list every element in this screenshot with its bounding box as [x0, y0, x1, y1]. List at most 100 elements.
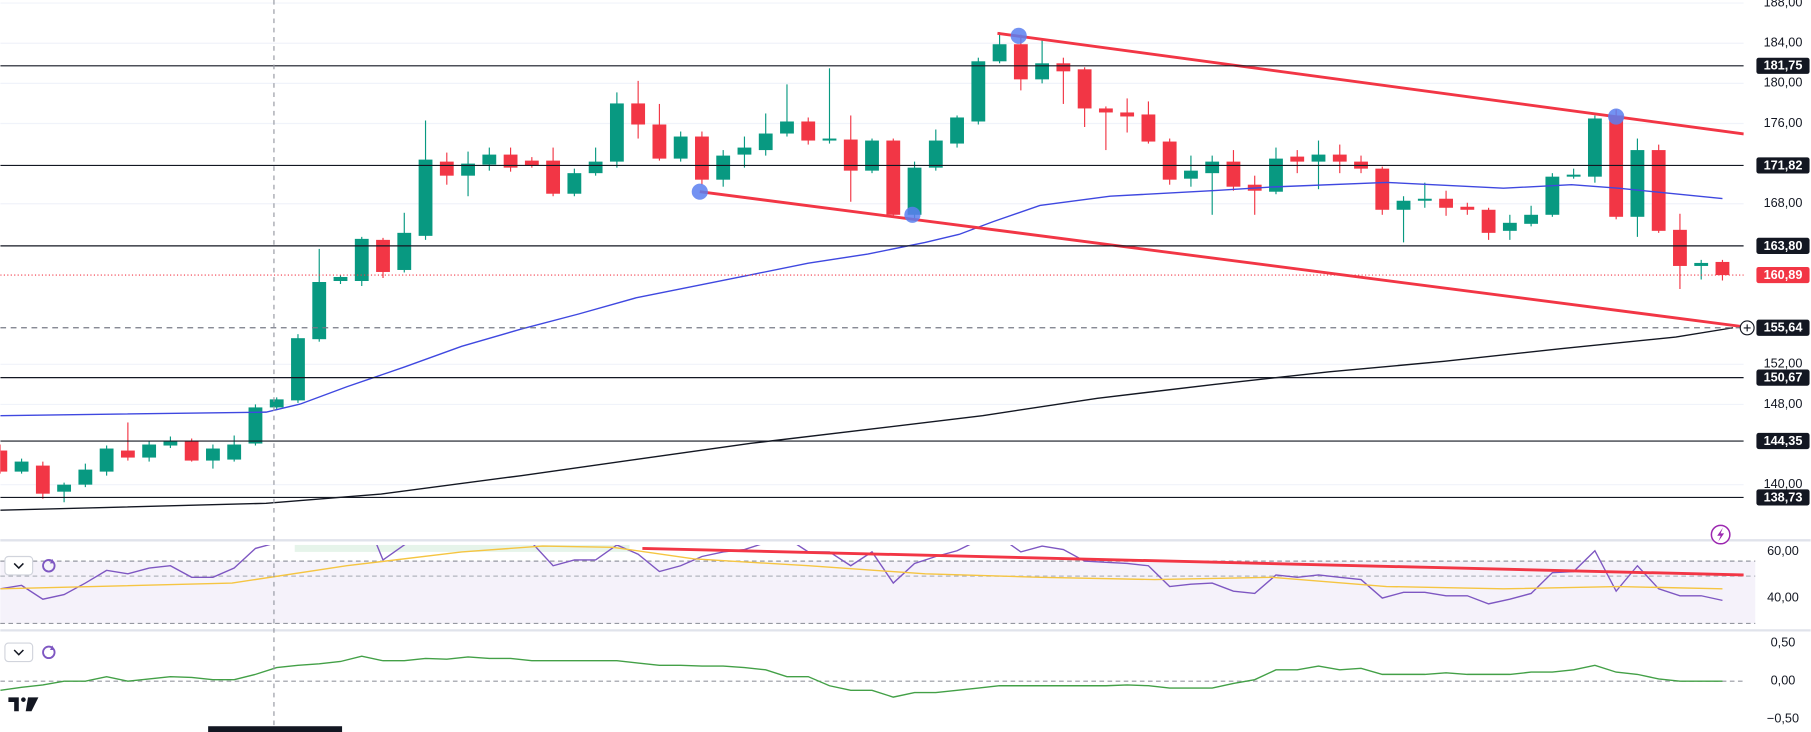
- candle-body: [737, 147, 752, 155]
- candle-body: [716, 155, 731, 180]
- rsi-pane: [0, 544, 1744, 605]
- level-label-box: [1756, 489, 1810, 506]
- candle-body: [971, 61, 986, 122]
- add-button[interactable]: [1739, 320, 1755, 336]
- rsi-band: [0, 561, 1756, 624]
- candle-body: [950, 117, 964, 144]
- candle-body: [1332, 154, 1347, 162]
- oscillator-pane: [0, 655, 1744, 698]
- candle-body: [673, 136, 688, 159]
- candle-body: [1524, 214, 1539, 224]
- alert-icon[interactable]: [1710, 524, 1731, 545]
- candle-body: [652, 124, 667, 159]
- candle-body: [227, 444, 242, 460]
- candle-body: [1375, 168, 1390, 210]
- price-pane: [0, 2, 1744, 511]
- candle-body: [1417, 198, 1432, 201]
- refresh-icon[interactable]: [42, 645, 56, 660]
- price-axis: 188,00 184,00 180,00 176,00 168,00 152,00 148,…: [1756, 0, 1810, 506]
- candle-body: [1460, 206, 1475, 210]
- y-tick-label: 180,00: [1764, 76, 1803, 90]
- candle-body: [503, 154, 518, 168]
- trend-line: [699, 190, 1744, 329]
- y-tick-label: 176,00: [1764, 116, 1803, 130]
- refresh-icon[interactable]: [42, 558, 56, 573]
- y-tick-label: 148,00: [1764, 397, 1803, 411]
- candle-body: [1290, 156, 1305, 162]
- series-line: [0, 545, 1723, 590]
- y-tick-label: 60,00: [1767, 544, 1799, 558]
- candle-body: [1013, 44, 1028, 80]
- candle-body: [99, 448, 114, 472]
- y-tick-label: 40,00: [1767, 590, 1799, 604]
- anchor-point: [1010, 27, 1027, 44]
- candle-body: [1120, 112, 1135, 117]
- candle-body: [1205, 161, 1220, 174]
- candle-body: [1226, 161, 1241, 187]
- candle-body: [928, 140, 943, 168]
- candle-body: [546, 160, 561, 194]
- level-label-box: [1756, 157, 1810, 174]
- candle-body: [567, 173, 582, 194]
- time-label-box: [208, 726, 343, 732]
- candle-body: [482, 154, 497, 165]
- candle-body: [1481, 209, 1496, 233]
- candle-body: [1141, 114, 1156, 142]
- candle-body: [14, 461, 29, 472]
- level-label: 160,89: [1764, 268, 1803, 282]
- candle-body: [1311, 154, 1326, 162]
- candle-body: [35, 465, 50, 494]
- candle-body: [418, 159, 433, 236]
- candle-body: [780, 121, 794, 134]
- candle-body: [822, 138, 837, 141]
- candle-body: [461, 163, 475, 176]
- oscillator-axis: 0,50 0,00 −0,50: [1767, 636, 1799, 726]
- y-tick-label: 152,00: [1764, 357, 1803, 371]
- level-label: 181,75: [1764, 59, 1803, 73]
- candle-body: [588, 161, 603, 174]
- candle-body: [992, 44, 1007, 62]
- candle-body: [57, 484, 72, 492]
- y-tick-label: 168,00: [1764, 196, 1803, 210]
- candle-body: [865, 140, 879, 171]
- overbought-fill: [294, 544, 630, 552]
- candle-body: [354, 238, 369, 282]
- candle-body: [439, 161, 454, 176]
- y-tick-label: 0,50: [1771, 636, 1796, 650]
- candle-body: [695, 136, 709, 180]
- candle-body: [1162, 141, 1177, 180]
- candle-body: [1630, 150, 1645, 217]
- candle-body: [397, 232, 412, 270]
- candle-body: [206, 448, 220, 461]
- rsi-axis: 60,00 40,00: [1767, 544, 1799, 604]
- candle-body: [1566, 174, 1581, 177]
- candle-body: [801, 121, 816, 141]
- candle-body: [609, 103, 624, 162]
- candle-body: [524, 160, 539, 166]
- y-tick-label: 140,00: [1764, 477, 1803, 491]
- y-tick-label: 188,00: [1764, 0, 1803, 9]
- level-label-box: [1756, 267, 1810, 284]
- candle-body: [291, 338, 305, 401]
- y-tick-label: −0,50: [1767, 711, 1799, 725]
- level-label-box: [1756, 319, 1810, 336]
- level-label: 144,35: [1764, 434, 1803, 448]
- series-line: [0, 544, 1723, 605]
- anchor-point: [691, 183, 708, 200]
- candle-body: [269, 399, 284, 408]
- anchor-point: [1608, 108, 1625, 125]
- collapse-button[interactable]: [4, 642, 34, 663]
- candle-body: [843, 139, 858, 171]
- candle-body: [333, 276, 348, 282]
- level-label: 155,64: [1764, 321, 1803, 335]
- level-label-box: [1756, 369, 1810, 386]
- y-tick-label: 0,00: [1771, 674, 1796, 688]
- logo: [8, 697, 39, 712]
- trend-line: [642, 546, 1744, 577]
- collapse-button[interactable]: [4, 555, 34, 576]
- candle-body: [1673, 229, 1687, 266]
- level-label-box: [1756, 57, 1810, 74]
- level-label-box: [1756, 432, 1810, 450]
- candle-body: [1035, 63, 1050, 80]
